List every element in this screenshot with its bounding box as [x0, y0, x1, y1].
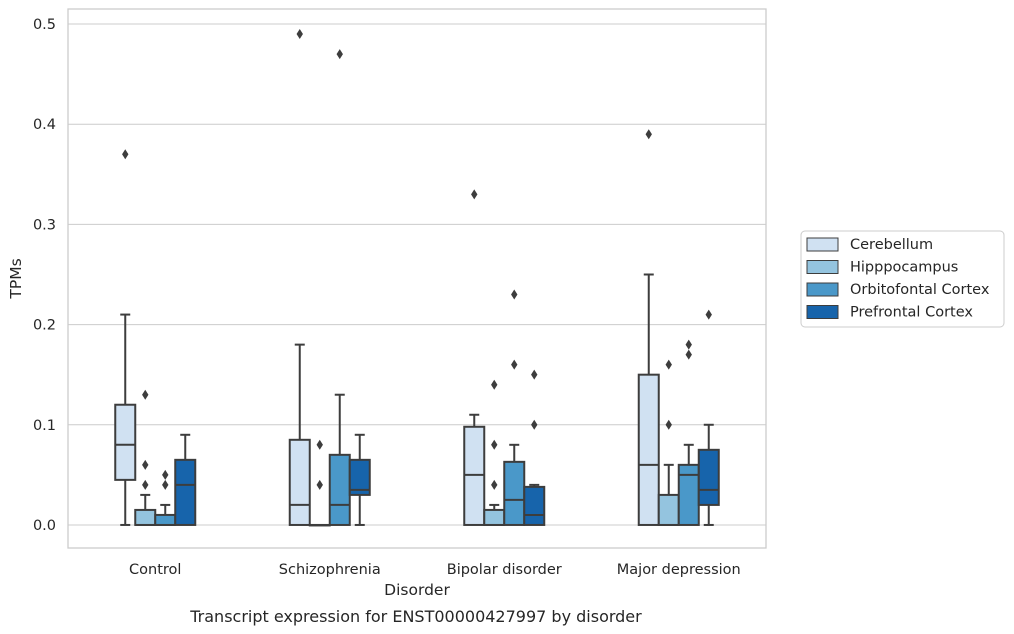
box-body — [503, 460, 526, 526]
outlier-2 — [491, 379, 498, 390]
box-3-1 — [348, 433, 371, 526]
x-tick-label-3: Major depression — [617, 562, 741, 578]
outlier-0 — [705, 309, 712, 320]
box-body — [483, 508, 506, 526]
legend-label-1: Hipppocampus — [850, 260, 958, 276]
outlier-0 — [142, 479, 149, 490]
box-body — [288, 438, 311, 526]
y-tick-label-1: 0.1 — [33, 418, 56, 434]
outlier-1 — [511, 289, 518, 300]
y-tick-label-4: 0.4 — [33, 117, 56, 133]
box-3-0 — [174, 433, 197, 526]
outlier-0 — [511, 359, 518, 370]
box-body — [637, 373, 660, 526]
box-2-1 — [328, 49, 351, 526]
x-axis-ticks: Control Schizophrenia Bipolar disorder Majo… — [129, 562, 741, 578]
outlier-1 — [316, 439, 323, 450]
outlier-0 — [645, 129, 652, 140]
outlier-0 — [531, 419, 538, 430]
box-body — [523, 485, 546, 526]
box-body — [463, 425, 486, 526]
outlier-1 — [531, 369, 538, 380]
box-0-2 — [463, 189, 486, 526]
outlier-0 — [685, 349, 692, 360]
box-body — [328, 453, 351, 526]
outlier-2 — [142, 389, 149, 400]
y-tick-label-2: 0.2 — [33, 318, 56, 334]
box-3-3 — [697, 309, 720, 526]
outlier-0 — [491, 479, 498, 490]
x-axis-title: Disorder — [384, 581, 450, 599]
box-0-3 — [637, 129, 660, 526]
legend-label-3: Prefrontal Cortex — [850, 305, 973, 321]
outlier-1 — [685, 339, 692, 350]
box-0-0 — [114, 149, 137, 526]
outlier-1 — [162, 469, 169, 480]
box-1-1 — [308, 439, 331, 527]
box-body — [114, 403, 137, 481]
box-body — [348, 458, 371, 496]
y-axis-title: TPMs — [7, 258, 25, 299]
box-body — [677, 463, 700, 526]
box-series — [114, 29, 720, 527]
box-body — [174, 458, 197, 526]
outlier-1 — [491, 439, 498, 450]
outlier-0 — [316, 479, 323, 490]
outlier-0 — [122, 149, 129, 160]
box-body — [697, 448, 720, 506]
y-axis-ticks: 0.0 0.1 0.2 0.3 0.4 0.5 — [33, 17, 56, 534]
legend-label-2: Orbitofontal Cortex — [850, 282, 990, 298]
legend-swatch-0 — [806, 237, 839, 252]
y-tick-label-5: 0.5 — [33, 17, 56, 33]
legend-swatch-2 — [806, 282, 839, 297]
box-1-3 — [657, 359, 680, 526]
box-3-2 — [523, 369, 546, 526]
legend-label-0: Cerebellum — [850, 237, 933, 253]
outlier-1 — [142, 459, 149, 470]
outlier-0 — [162, 479, 169, 490]
outlier-1 — [665, 359, 672, 370]
box-2-2 — [503, 289, 526, 526]
outlier-0 — [336, 49, 343, 60]
x-tick-label-1: Schizophrenia — [279, 562, 381, 578]
box-body — [134, 508, 157, 526]
outlier-0 — [296, 29, 303, 40]
outlier-0 — [471, 189, 478, 200]
box-2-3 — [677, 339, 700, 526]
box-0-1 — [288, 29, 311, 526]
y-tick-label-0: 0.0 — [33, 518, 56, 534]
box-body — [154, 513, 177, 526]
box-1-2 — [483, 379, 506, 526]
box-2-0 — [154, 469, 177, 526]
outlier-0 — [665, 419, 672, 430]
y-tick-label-3: 0.3 — [33, 217, 56, 233]
legend-frame — [800, 230, 1005, 328]
box-body — [657, 493, 680, 526]
chart-caption: Transcript expression for ENST0000042799… — [189, 607, 642, 626]
legend-swatch-3 — [806, 305, 839, 319]
x-tick-label-0: Control — [129, 562, 181, 578]
legend: Cerebellum Hipppocampus Orbitofontal Corte… — [800, 230, 1005, 328]
legend-swatch-1 — [806, 260, 839, 274]
x-tick-label-2: Bipolar disorder — [447, 562, 562, 578]
box-1-0 — [134, 389, 157, 526]
grid-lines — [68, 23, 766, 526]
plot-frame — [67, 8, 767, 549]
